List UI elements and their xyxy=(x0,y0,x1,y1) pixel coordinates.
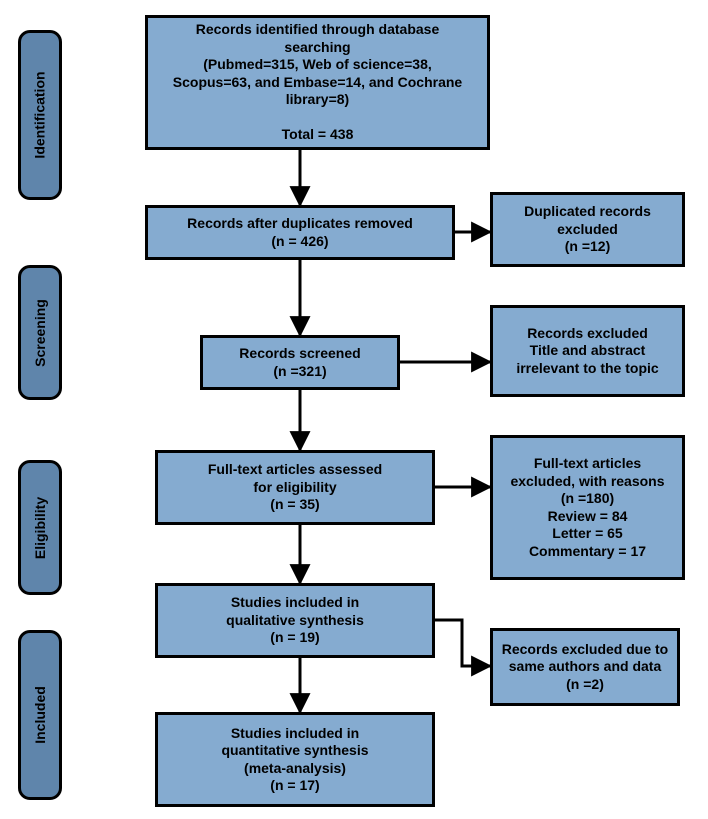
node-text-line: (n = 35) xyxy=(270,496,319,514)
stage-label-text: Eligibility xyxy=(32,496,48,558)
node-text-line: Records identified through database xyxy=(196,21,439,39)
node-text-line: quantitative synthesis xyxy=(221,742,368,760)
node-n-fulltext: Full-text articles assessedfor eligibili… xyxy=(155,450,435,525)
stage-label-lab-incl: Included xyxy=(18,630,62,800)
node-text-line: Studies included in xyxy=(231,594,359,612)
node-text-line: qualitative synthesis xyxy=(226,612,364,630)
node-n-qual-ex: Records excluded due tosame authors and … xyxy=(490,628,680,706)
node-text-line: (n = 426) xyxy=(271,233,328,251)
node-text-line: Scopus=63, and Embase=14, and Cochrane xyxy=(173,74,462,92)
node-text-line: same authors and data xyxy=(509,658,662,676)
stage-label-text: Included xyxy=(32,686,48,744)
node-n-screened: Records screened(n =321) xyxy=(200,335,400,390)
node-text-line: Review = 84 xyxy=(548,508,628,526)
stage-label-text: Identification xyxy=(32,71,48,158)
node-n-dup-ex: Duplicated recordsexcluded(n =12) xyxy=(490,192,685,267)
node-text-line: Letter = 65 xyxy=(552,525,622,543)
node-text-line: Full-text articles assessed xyxy=(208,461,382,479)
stage-label-lab-ident: Identification xyxy=(18,30,62,200)
prisma-flowchart: Identification Screening Eligibility Includ… xyxy=(0,0,708,819)
node-text-line: (n = 19) xyxy=(270,629,319,647)
node-text-line: Commentary = 17 xyxy=(529,543,646,561)
node-text-line: Records excluded due to xyxy=(502,641,668,659)
node-text-line: (n = 17) xyxy=(270,777,319,795)
node-n-ident: Records identified through databasesearc… xyxy=(145,15,490,150)
node-text-line: irrelevant to the topic xyxy=(516,360,658,378)
node-text-line: (Pubmed=315, Web of science=38, xyxy=(203,56,432,74)
node-text-line xyxy=(316,109,320,127)
node-n-qual: Studies included inqualitative synthesis… xyxy=(155,583,435,658)
node-n-dedup: Records after duplicates removed(n = 426… xyxy=(145,205,455,260)
stage-label-lab-screen: Screening xyxy=(18,265,62,400)
node-text-line: Duplicated records xyxy=(524,203,651,221)
node-text-line: (n =321) xyxy=(273,363,326,381)
node-text-line: for eligibility xyxy=(253,479,336,497)
edge-n-qual-n-qual-ex xyxy=(435,620,490,666)
node-text-line: excluded, with reasons xyxy=(510,473,664,491)
node-text-line: Full-text articles xyxy=(534,455,641,473)
node-text-line: Records excluded xyxy=(527,325,648,343)
node-text-line: Total = 438 xyxy=(282,126,354,144)
node-n-ft-ex: Full-text articlesexcluded, with reasons… xyxy=(490,435,685,580)
node-text-line: searching xyxy=(284,39,350,57)
node-text-line: (n =2) xyxy=(566,676,604,694)
node-text-line: library=8) xyxy=(286,91,349,109)
node-n-scr-ex: Records excludedTitle and abstractirrele… xyxy=(490,305,685,397)
stage-label-text: Screening xyxy=(32,299,48,367)
node-text-line: Records after duplicates removed xyxy=(187,215,413,233)
node-text-line: Records screened xyxy=(239,345,360,363)
node-text-line: (n =12) xyxy=(565,238,611,256)
node-text-line: excluded xyxy=(557,221,618,239)
node-n-quant: Studies included inquantitative synthesi… xyxy=(155,712,435,807)
node-text-line: (n =180) xyxy=(561,490,614,508)
stage-label-lab-elig: Eligibility xyxy=(18,460,62,595)
node-text-line: Title and abstract xyxy=(530,342,646,360)
node-text-line: (meta-analysis) xyxy=(244,760,346,778)
node-text-line: Studies included in xyxy=(231,725,359,743)
